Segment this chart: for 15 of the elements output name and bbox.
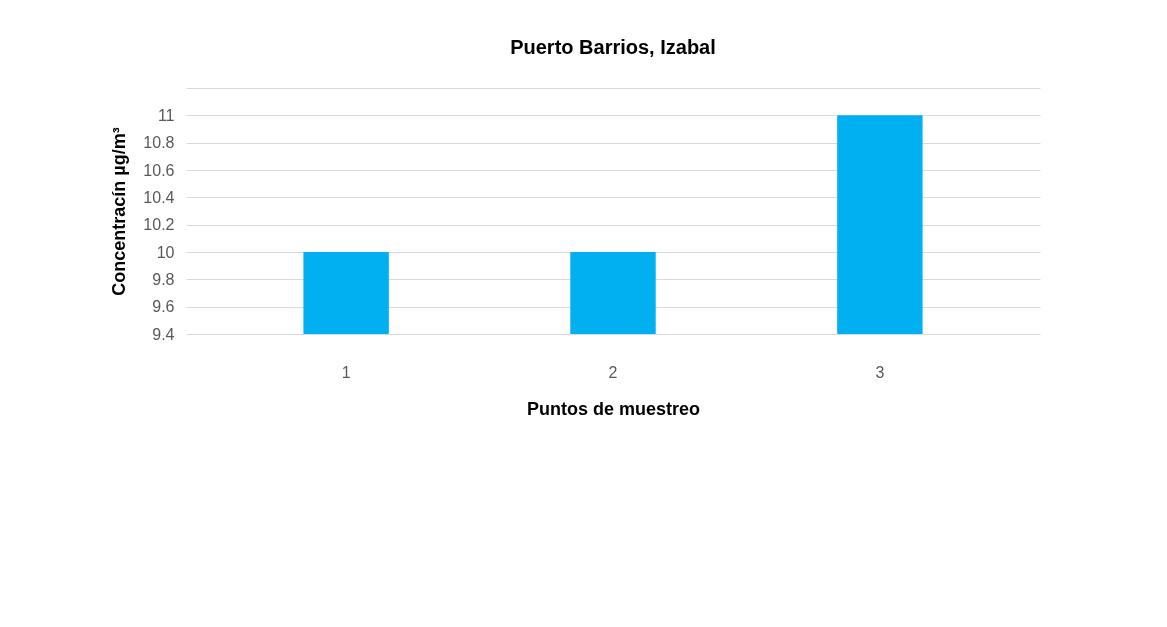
y-tick-label: 11 [157, 106, 175, 124]
y-tick-label: 10.6 [143, 161, 175, 179]
y-axis-title: Concentracín µg/m³ [109, 127, 130, 296]
chart-title: Puerto Barrios, Izabal [510, 36, 716, 58]
x-axis-title: Puntos de muestreo [526, 398, 701, 419]
y-tick-label: 10.2 [143, 216, 175, 234]
y-tick-label: 9.6 [152, 298, 175, 316]
y-tick-label: 9.8 [152, 270, 175, 288]
y-tick-label: 10.8 [143, 134, 175, 152]
y-tick-label: 10 [156, 243, 175, 261]
x-tick-label: 1 [341, 363, 351, 381]
x-tick-label: 2 [608, 363, 618, 381]
y-tick-label: 9.4 [152, 325, 175, 343]
x-tick-label: 3 [875, 363, 885, 381]
y-tick-label: 10.4 [143, 188, 175, 206]
